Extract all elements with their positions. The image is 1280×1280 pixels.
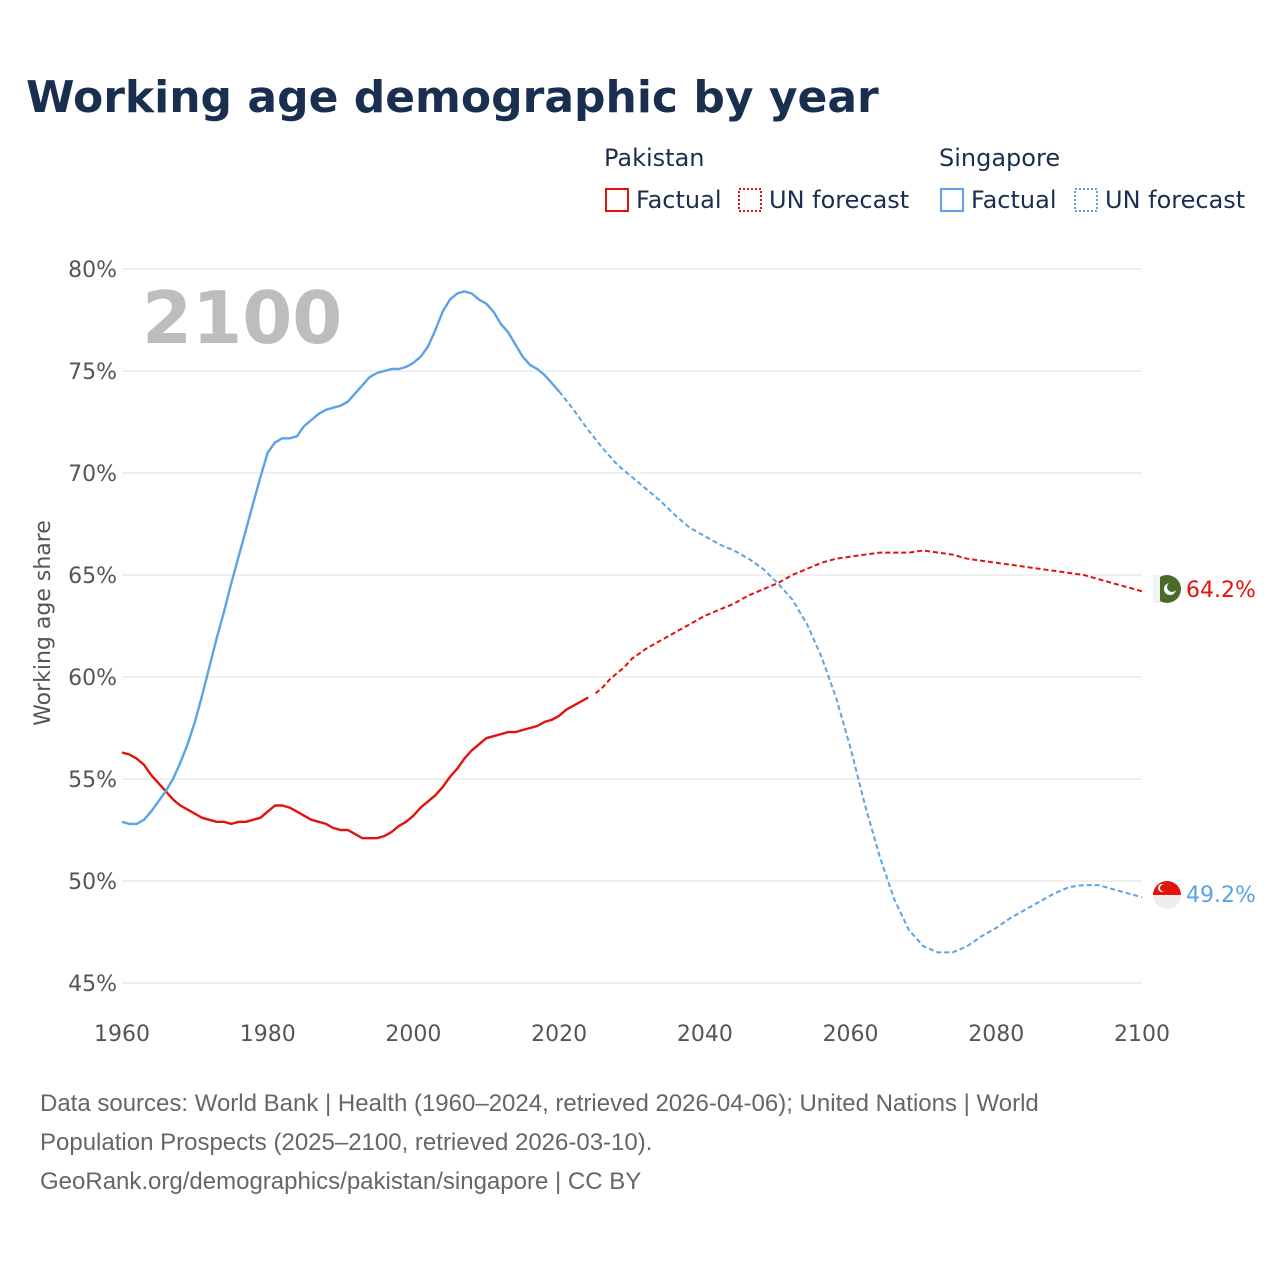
y-axis: 45% 50% 55% 60% 65% 70% 75% 80%	[68, 258, 117, 997]
legend-swatch-singapore-factual[interactable]	[940, 188, 964, 212]
y-tick-label: 60%	[68, 666, 117, 691]
legend-label-singapore-forecast[interactable]: UN forecast	[1105, 186, 1245, 214]
source-line-1: Data sources: World Bank | Health (1960–…	[40, 1090, 1039, 1117]
pakistan-forecast-line[interactable]	[594, 549, 1143, 695]
source-line-2: Population Prospects (2025–2100, retriev…	[40, 1129, 653, 1156]
gridlines	[122, 268, 1142, 984]
singapore-forecast-line[interactable]	[558, 390, 1143, 954]
y-tick-label: 50%	[68, 870, 117, 895]
x-tick-label: 2040	[677, 1022, 733, 1047]
source-line-3: GeoRank.org/demographics/pakistan/singap…	[40, 1168, 642, 1195]
singapore-flag-icon	[1153, 881, 1181, 909]
legend: Pakistan Factual UN forecast Singapore F…	[604, 144, 1245, 214]
current-year-label: 2100	[142, 276, 342, 360]
legend-label-singapore-factual[interactable]: Factual	[971, 186, 1057, 214]
legend-group-singapore: Singapore	[939, 144, 1060, 172]
y-tick-label: 55%	[68, 768, 117, 793]
y-tick-label: 70%	[68, 462, 117, 487]
pakistan-end-marker: 64.2%	[1153, 575, 1256, 603]
x-tick-label: 1960	[94, 1022, 150, 1047]
legend-label-pakistan-forecast[interactable]: UN forecast	[769, 186, 909, 214]
x-axis: 1960 1980 2000 2020 2040 2060 2080 2100	[94, 1022, 1170, 1047]
singapore-factual-line[interactable]	[121, 290, 561, 826]
y-tick-label: 80%	[68, 258, 117, 283]
singapore-end-marker: 49.2%	[1153, 881, 1256, 909]
chart-title: Working age demographic by year	[26, 72, 879, 123]
legend-swatch-singapore-forecast[interactable]	[1074, 188, 1098, 212]
singapore-end-value: 49.2%	[1186, 883, 1256, 908]
x-tick-label: 2000	[385, 1022, 441, 1047]
y-tick-label: 75%	[68, 360, 117, 385]
legend-swatch-pakistan-forecast[interactable]	[738, 188, 762, 212]
series-lines	[121, 290, 1143, 954]
legend-group-pakistan: Pakistan	[604, 144, 705, 172]
y-tick-label: 45%	[68, 972, 117, 997]
x-tick-label: 2100	[1114, 1022, 1170, 1047]
x-tick-label: 2060	[823, 1022, 879, 1047]
pakistan-end-value: 64.2%	[1186, 578, 1256, 603]
data-sources: Data sources: World Bank | Health (1960–…	[40, 1084, 1160, 1201]
x-tick-label: 2080	[968, 1022, 1024, 1047]
y-axis-title: Working age share	[31, 520, 56, 726]
chart: Working age demographic by year Pakistan…	[26, 72, 1256, 1047]
x-tick-label: 2020	[531, 1022, 587, 1047]
pakistan-factual-line[interactable]	[121, 696, 589, 840]
y-tick-label: 65%	[68, 564, 117, 589]
legend-swatch-pakistan-factual[interactable]	[605, 188, 629, 212]
legend-label-pakistan-factual[interactable]: Factual	[636, 186, 722, 214]
x-tick-label: 1980	[240, 1022, 296, 1047]
pakistan-flag-icon	[1153, 575, 1181, 603]
